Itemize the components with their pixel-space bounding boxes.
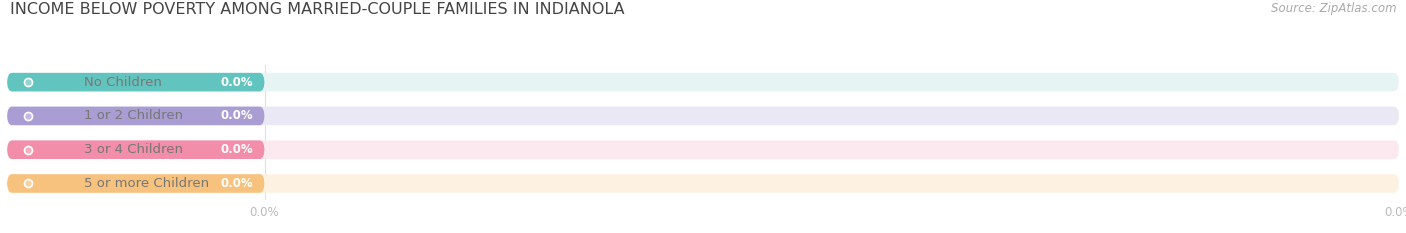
Text: 5 or more Children: 5 or more Children: [83, 177, 208, 190]
Text: Source: ZipAtlas.com: Source: ZipAtlas.com: [1271, 2, 1396, 15]
FancyBboxPatch shape: [7, 174, 264, 193]
Text: No Children: No Children: [83, 76, 162, 89]
Text: INCOME BELOW POVERTY AMONG MARRIED-COUPLE FAMILIES IN INDIANOLA: INCOME BELOW POVERTY AMONG MARRIED-COUPL…: [10, 2, 624, 17]
FancyBboxPatch shape: [7, 73, 1399, 91]
FancyBboxPatch shape: [7, 140, 264, 159]
FancyBboxPatch shape: [7, 73, 264, 91]
FancyBboxPatch shape: [7, 107, 264, 125]
Text: 1 or 2 Children: 1 or 2 Children: [83, 110, 183, 122]
Text: 0.0%: 0.0%: [221, 76, 253, 89]
FancyBboxPatch shape: [7, 107, 1399, 125]
Text: 0.0%: 0.0%: [221, 177, 253, 190]
Text: 0.0%: 0.0%: [221, 110, 253, 122]
Text: 3 or 4 Children: 3 or 4 Children: [83, 143, 183, 156]
FancyBboxPatch shape: [7, 174, 1399, 193]
Text: 0.0%: 0.0%: [221, 143, 253, 156]
FancyBboxPatch shape: [7, 140, 1399, 159]
